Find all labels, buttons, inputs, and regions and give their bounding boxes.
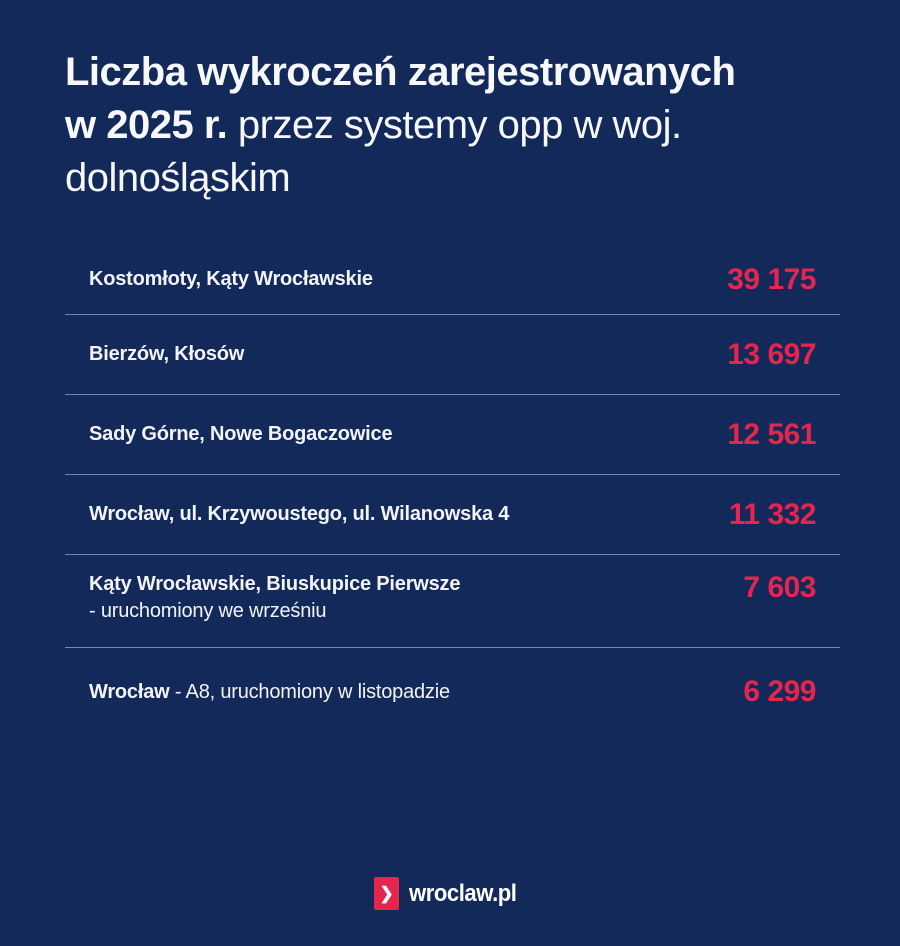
violation-count: 7 603 xyxy=(743,571,816,604)
location-label: Wrocław, ul. Krzywoustego, ul. Wilanowsk… xyxy=(89,503,510,525)
title-regular-part: przez systemy opp w woj. xyxy=(227,103,682,147)
violation-count: 11 332 xyxy=(728,497,817,531)
chevron-glyph: ❯ xyxy=(379,883,394,903)
chevron-right-icon: ❯ xyxy=(374,877,400,910)
title-year-part: w 2025 r. xyxy=(65,103,228,147)
footer-brand: ❯ wroclaw.pl xyxy=(0,877,900,910)
violation-count: 6 299 xyxy=(743,675,816,708)
location-sublabel: - uruchomiony we wrześniu xyxy=(89,600,327,622)
list-item: Wrocław, ul. Krzywoustego, ul. Wilanowsk… xyxy=(65,475,840,555)
list-item: Sady Górne, Nowe Bogaczowice 12 561 xyxy=(65,395,840,475)
location-label: Kąty Wrocławskie, Biuskupice Pierwsze xyxy=(89,573,461,595)
violation-count: 39 175 xyxy=(727,262,816,296)
location-label: Bierzów, Kłosów xyxy=(89,343,245,365)
violation-count: 12 561 xyxy=(727,417,816,451)
title-bold-part: Liczba wykroczeń zarejestrowanych xyxy=(65,50,736,94)
page-title: Liczba wykroczeń zarejestrowanych w 2025… xyxy=(65,46,845,205)
location-label-bold: Wrocław xyxy=(89,680,170,703)
list-item: Wrocław - A8, uruchomiony w listopadzie … xyxy=(65,648,840,736)
location-label-regular: - A8, uruchomiony w listopadzie xyxy=(169,680,450,703)
location-label: Wrocław - A8, uruchomiony w listopadzie xyxy=(89,679,450,706)
list-item: Kostomłoty, Kąty Wrocławskie 39 175 xyxy=(65,245,840,315)
brand-name: wroclaw.pl xyxy=(409,879,517,907)
violations-list: Kostomłoty, Kąty Wrocławskie 39 175 Bier… xyxy=(65,245,840,736)
location-label-group: Kąty Wrocławskie, Biuskupice Pierwsze - … xyxy=(89,571,460,625)
list-item: Kąty Wrocławskie, Biuskupice Pierwsze - … xyxy=(65,555,840,648)
violation-count: 13 697 xyxy=(727,337,816,371)
location-label: Kostomłoty, Kąty Wrocławskie xyxy=(89,268,373,290)
list-item: Bierzów, Kłosów 13 697 xyxy=(65,315,840,395)
title-region-part: dolnośląskim xyxy=(65,156,291,200)
location-label: Sady Górne, Nowe Bogaczowice xyxy=(89,423,393,445)
